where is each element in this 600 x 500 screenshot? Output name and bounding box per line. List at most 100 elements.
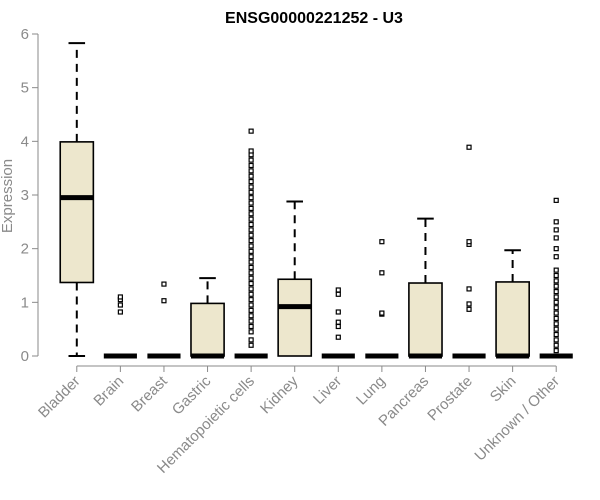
outlier-point	[466, 306, 472, 312]
outlier-point	[248, 189, 254, 195]
x-tick-label: Liver	[310, 373, 345, 408]
outlier-point	[248, 162, 254, 169]
outlier-point	[248, 200, 254, 206]
outlier-point	[553, 219, 559, 225]
outlier-point	[553, 289, 559, 295]
outlier-point	[379, 270, 385, 276]
outlier-point	[248, 275, 254, 281]
box-iqr	[190, 302, 225, 357]
outlier-point	[248, 286, 254, 292]
outlier-point	[553, 235, 559, 241]
x-tick-label: Skin	[487, 373, 520, 406]
outlier-point	[553, 254, 559, 260]
outlier-point	[248, 148, 254, 154]
outlier-point	[248, 168, 254, 174]
outlier-point	[248, 178, 254, 185]
outlier-point	[248, 195, 254, 201]
outlier-point	[553, 272, 559, 279]
outlier-point	[248, 313, 254, 319]
x-tick-label: Prostate	[424, 373, 476, 425]
x-tick-label: Lung	[353, 373, 389, 409]
outlier-point	[117, 309, 123, 315]
box-iqr	[59, 141, 95, 284]
outlier-point	[248, 157, 254, 163]
outlier-point	[248, 307, 254, 313]
outlier-point	[248, 329, 254, 335]
outlier-point	[553, 278, 559, 284]
box-group	[234, 128, 268, 359]
outlier-point	[248, 302, 254, 308]
outlier-point	[248, 337, 254, 343]
outlier-point	[248, 216, 254, 222]
y-tick-label: 3	[21, 187, 29, 204]
outlier-point	[117, 302, 123, 308]
outlier-point	[553, 294, 559, 300]
outlier-point	[248, 270, 254, 276]
outlier-point	[248, 238, 254, 244]
outlier-point	[248, 254, 254, 260]
outlier-point	[248, 232, 254, 238]
outlier-point	[335, 319, 341, 325]
outlier-point	[161, 281, 167, 287]
y-tick-label: 4	[21, 133, 29, 150]
box-group	[59, 42, 95, 357]
outlier-point	[248, 342, 254, 348]
box-group	[321, 287, 355, 359]
outlier-point	[466, 144, 472, 150]
y-tick-label: 1	[21, 294, 29, 311]
x-tick-label: Bladder	[35, 373, 84, 422]
box-group	[190, 277, 225, 359]
box-group	[408, 217, 443, 359]
outlier-point	[335, 334, 341, 340]
outlier-point	[248, 184, 254, 190]
box-group	[452, 144, 486, 359]
x-tick-label: Breast	[128, 372, 171, 415]
outlier-point	[248, 318, 254, 324]
outlier-point	[553, 227, 559, 233]
y-tick-label: 5	[21, 80, 29, 97]
box-group	[103, 294, 137, 359]
y-axis-label: Expression	[0, 159, 16, 233]
outlier-point	[466, 239, 472, 245]
outlier-point	[553, 305, 559, 311]
box-group	[277, 200, 313, 357]
outlier-point	[117, 294, 123, 300]
y-tick-label: 2	[21, 241, 29, 258]
box-iqr	[495, 281, 530, 357]
outlier-point	[553, 321, 559, 327]
box-iqr	[408, 282, 443, 357]
outlier-point	[248, 264, 254, 271]
outlier-point	[248, 221, 254, 228]
outlier-point	[248, 259, 254, 265]
box-iqr	[277, 278, 313, 357]
outlier-point	[466, 286, 472, 292]
outlier-point	[248, 323, 254, 330]
chart-title: ENSG00000221252 - U3	[225, 10, 403, 27]
outlier-point	[553, 315, 559, 322]
outlier-point	[248, 211, 254, 217]
outlier-point	[248, 227, 254, 233]
outlier-point	[248, 128, 254, 134]
outlier-point	[553, 197, 559, 203]
x-tick-label: Kidney	[257, 372, 302, 417]
outlier-point	[335, 291, 341, 297]
box-group	[365, 239, 399, 359]
outlier-point	[161, 298, 167, 304]
box-group	[539, 197, 573, 359]
outlier-point	[335, 323, 341, 330]
outlier-point	[466, 301, 472, 307]
outlier-point	[248, 297, 254, 303]
outlier-point	[553, 337, 559, 343]
outlier-point	[248, 205, 254, 212]
y-tick-label: 6	[21, 26, 29, 43]
outlier-point	[379, 239, 385, 245]
outlier-point	[335, 309, 341, 315]
outlier-point	[553, 246, 559, 252]
boxes-layer	[59, 42, 573, 359]
x-tick-label: Brain	[90, 373, 127, 410]
y-tick-label: 0	[21, 348, 29, 365]
outlier-point	[553, 348, 559, 354]
outlier-point	[553, 310, 559, 316]
